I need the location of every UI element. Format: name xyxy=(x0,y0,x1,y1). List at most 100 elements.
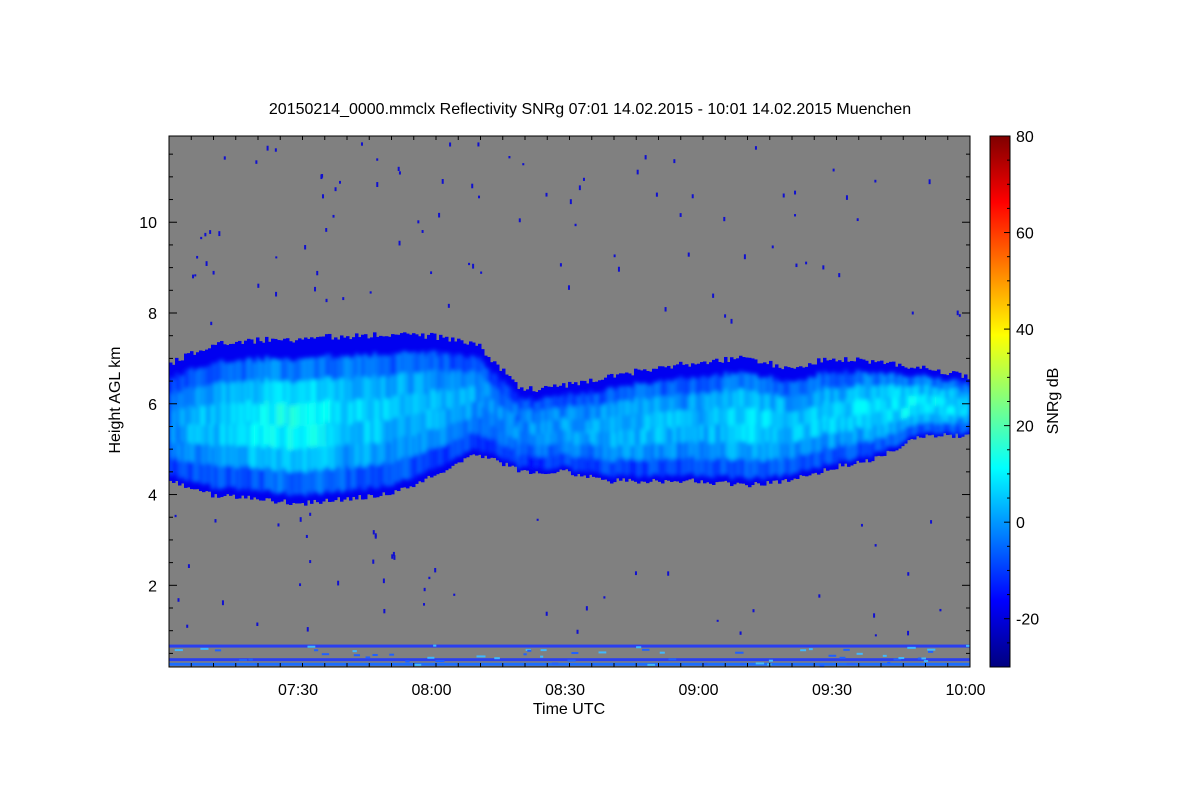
cloud-column-core xyxy=(229,403,233,426)
cloud-column-core xyxy=(247,400,251,424)
cloud-column-core xyxy=(607,431,611,447)
cloud-column-core xyxy=(934,415,938,426)
cloud-column-core xyxy=(838,429,842,445)
cloud-column-core xyxy=(916,384,920,396)
cloud-column-core xyxy=(229,465,233,488)
y-tick-label: 10 xyxy=(139,215,157,232)
cloud-column-core xyxy=(508,424,512,438)
cloud-column-core xyxy=(844,399,848,415)
cloud-column-core xyxy=(967,423,970,433)
cloud-column-core xyxy=(340,378,344,402)
cloud-column-core xyxy=(493,439,497,454)
cloud-column-core xyxy=(232,465,236,487)
cloud-column-core xyxy=(346,421,350,445)
cloud-column-core xyxy=(835,374,839,391)
cloud-column-core xyxy=(328,400,332,425)
cloud-column-core xyxy=(208,424,212,445)
cloud-column-core xyxy=(865,412,869,428)
cloud-column-core xyxy=(187,369,191,389)
cloud-column-core xyxy=(943,397,947,407)
cloud-column-core xyxy=(469,401,473,419)
cloud-column-core xyxy=(865,372,869,388)
cloud-column-core xyxy=(277,381,281,405)
cloud-column-core xyxy=(538,400,542,413)
cloud-column-core xyxy=(679,425,683,444)
cloud-column-core xyxy=(757,410,761,428)
reflectivity-field xyxy=(169,142,970,667)
cloud-column-core xyxy=(244,424,248,447)
cloud-column-core xyxy=(754,424,758,443)
cloud-column-core xyxy=(463,435,467,453)
noise-speckle xyxy=(832,168,835,172)
cloud-column-core xyxy=(712,426,716,445)
cloud-column-core xyxy=(514,426,518,440)
cloud-column-core xyxy=(724,422,728,441)
cloud-column-core xyxy=(967,385,970,395)
cloud-column-core xyxy=(709,459,713,478)
cloud-column-core xyxy=(325,421,329,445)
cloud-column-core xyxy=(607,416,611,433)
cloud-column-core xyxy=(955,404,959,414)
cloud-column-core xyxy=(451,387,455,407)
cloud-column-core xyxy=(784,456,788,474)
cloud-column-core xyxy=(418,393,422,415)
cloud-column-core xyxy=(823,431,827,448)
cloud-column-core xyxy=(796,395,800,413)
cloud-column-core xyxy=(757,459,761,478)
cloud-column-core xyxy=(772,458,776,475)
cloud-column-core xyxy=(904,376,908,389)
cloud-column-core xyxy=(838,386,842,402)
cloud-column-core xyxy=(349,424,353,448)
cloud-column-core xyxy=(502,420,506,435)
cloud-column-core xyxy=(691,455,695,473)
cloud-column-core xyxy=(709,443,713,461)
cloud-column-core xyxy=(751,373,755,392)
cloud-column-core xyxy=(310,471,314,495)
noise-speckle xyxy=(453,593,456,596)
cloud-column-core xyxy=(400,393,404,417)
cloud-column-core xyxy=(781,412,785,430)
noise-speckle xyxy=(374,535,377,539)
cloud-column-core xyxy=(457,353,461,372)
cloud-column-core xyxy=(724,456,728,475)
cloud-column-core xyxy=(676,394,680,412)
cloud-column-core xyxy=(859,442,863,458)
cloud-column-core xyxy=(661,428,665,446)
cloud-column-core xyxy=(283,358,287,381)
cloud-column-core xyxy=(532,457,536,470)
noise-speckle xyxy=(398,240,401,246)
cloud-column-core xyxy=(499,419,503,433)
noise-speckle xyxy=(275,256,278,259)
cloud-column-core xyxy=(577,444,581,458)
cloud-column-core xyxy=(841,402,845,419)
cloud-column-core xyxy=(736,424,740,443)
cloud-column-core xyxy=(532,434,536,447)
cloud-column-core xyxy=(235,425,239,448)
cloud-column-core xyxy=(964,414,968,424)
cloud-column-core xyxy=(370,399,374,422)
cloud-column-core xyxy=(847,403,851,419)
cloud-column-core xyxy=(928,413,932,424)
cloud-column-core xyxy=(364,466,368,491)
cloud-column-core xyxy=(478,402,482,419)
cloud-column-core xyxy=(184,388,188,408)
cloud-column-core xyxy=(391,440,395,464)
cloud-column-core xyxy=(586,420,590,435)
noise-speckle xyxy=(667,571,670,576)
cloud-column-core xyxy=(379,376,383,400)
cloud-column-core xyxy=(769,392,773,411)
cloud-column-core xyxy=(892,421,896,435)
cloud-column-core xyxy=(424,355,428,376)
cloud-column-core xyxy=(343,357,347,381)
cloud-column-core xyxy=(466,388,470,406)
cloud-column-core xyxy=(397,374,401,398)
cloud-column-core xyxy=(193,462,197,483)
cloud-column-core xyxy=(385,442,389,465)
cloud-column-core xyxy=(634,382,638,399)
cloud-column-core xyxy=(940,407,944,417)
cloud-column-core xyxy=(568,417,572,431)
cloud-column-core xyxy=(304,449,308,474)
cloud-column-core xyxy=(715,407,719,426)
cloud-column-core xyxy=(541,409,545,423)
cloud-column-core xyxy=(652,457,656,474)
